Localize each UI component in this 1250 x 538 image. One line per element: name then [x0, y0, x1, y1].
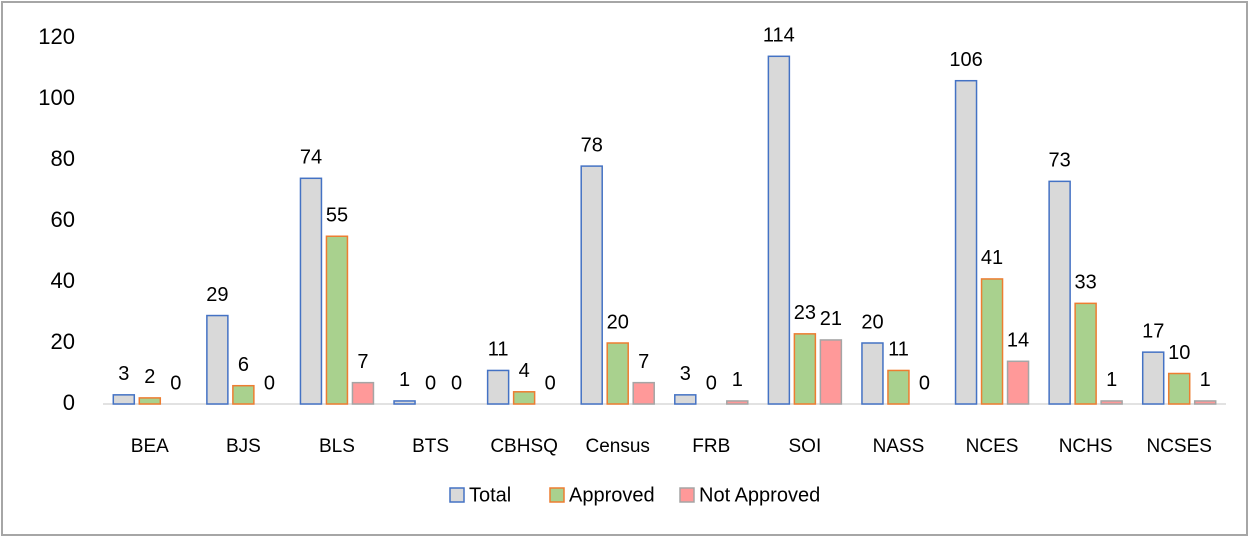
bar	[1006, 360, 1030, 405]
bar	[1048, 180, 1071, 405]
bar	[819, 339, 843, 405]
data-label: 14	[1007, 330, 1029, 352]
bar	[767, 55, 791, 405]
x-tick-label: FRB	[692, 436, 730, 457]
data-label: 3	[118, 363, 129, 385]
data-label: 6	[238, 354, 249, 376]
data-label: 0	[170, 372, 181, 394]
x-tick-label: NASS	[873, 436, 925, 457]
y-tick-label: 100	[38, 85, 75, 110]
x-tick-label: BEA	[131, 436, 169, 457]
data-label: 17	[1142, 320, 1164, 342]
data-label: 20	[861, 311, 883, 333]
data-label: 33	[1075, 272, 1097, 294]
data-label: 0	[425, 372, 436, 394]
data-label: 1	[732, 369, 743, 391]
y-tick-label: 60	[51, 207, 75, 232]
data-label: 55	[326, 205, 348, 227]
legend-label: Not Approved	[699, 484, 820, 506]
data-label: 78	[581, 134, 603, 156]
data-label: 0	[706, 372, 717, 394]
x-tick-label: BJS	[226, 436, 261, 457]
y-tick-label: 20	[51, 329, 75, 354]
bar	[393, 400, 416, 405]
x-tick-label: Census	[585, 436, 649, 457]
x-tick-label: CBHSQ	[490, 436, 558, 457]
bar	[1193, 400, 1217, 405]
bar	[606, 342, 629, 405]
bar	[726, 400, 749, 405]
data-label: 114	[763, 25, 795, 47]
bar	[138, 397, 162, 405]
x-tick-label: NCHS	[1059, 436, 1113, 457]
data-label: 11	[488, 339, 509, 361]
y-tick-label: 0	[63, 390, 75, 415]
bar	[954, 79, 978, 405]
y-tick-label: 120	[38, 24, 75, 49]
data-label: 3	[680, 363, 691, 385]
data-label: 11	[888, 339, 909, 361]
data-label: 4	[519, 360, 530, 382]
data-label: 1	[399, 369, 410, 391]
bar	[1100, 400, 1123, 405]
data-label: 7	[357, 351, 368, 373]
bar	[793, 333, 817, 405]
legend-label: Approved	[569, 484, 655, 506]
data-label: 73	[1049, 150, 1071, 172]
data-label: 29	[206, 284, 228, 306]
bar	[325, 235, 349, 405]
bar	[861, 342, 884, 405]
x-tick-label: BTS	[412, 436, 449, 457]
x-tick-label: BLS	[319, 436, 355, 457]
data-label: 106	[949, 49, 982, 71]
bar	[674, 394, 697, 405]
x-tick-label: NCES	[966, 436, 1019, 457]
x-tick-label: SOI	[789, 436, 822, 457]
data-label: 0	[919, 372, 930, 394]
data-label: 20	[607, 311, 629, 333]
legend-label: Total	[469, 484, 511, 506]
data-label: 10	[1168, 342, 1190, 364]
bar	[980, 278, 1004, 405]
legend-swatch	[449, 487, 465, 503]
bar	[206, 314, 229, 405]
bar	[1074, 302, 1097, 405]
bar	[632, 381, 655, 405]
legend-swatch	[679, 487, 695, 503]
data-label: 0	[545, 372, 556, 394]
data-label: 1	[1200, 369, 1211, 391]
y-tick-label: 80	[51, 146, 75, 171]
bar	[512, 391, 536, 405]
x-tick-label: NCSES	[1146, 436, 1211, 457]
bar	[580, 165, 603, 405]
data-label: 1	[1106, 369, 1117, 391]
bar	[351, 381, 375, 405]
data-label: 0	[451, 372, 462, 394]
bar	[299, 177, 323, 405]
bar	[112, 394, 136, 405]
bar	[232, 384, 255, 405]
legend-swatch	[549, 487, 565, 503]
data-label: 0	[264, 372, 275, 394]
bar	[486, 369, 510, 405]
data-label: 21	[820, 308, 842, 330]
data-label: 74	[300, 147, 322, 169]
data-label: 41	[981, 247, 1003, 269]
data-label: 7	[638, 351, 649, 373]
y-tick-label: 40	[51, 268, 75, 293]
bar	[1141, 351, 1165, 405]
data-label: 2	[144, 366, 155, 388]
data-label: 23	[794, 302, 816, 324]
bar	[1167, 372, 1191, 405]
bar	[887, 369, 910, 405]
